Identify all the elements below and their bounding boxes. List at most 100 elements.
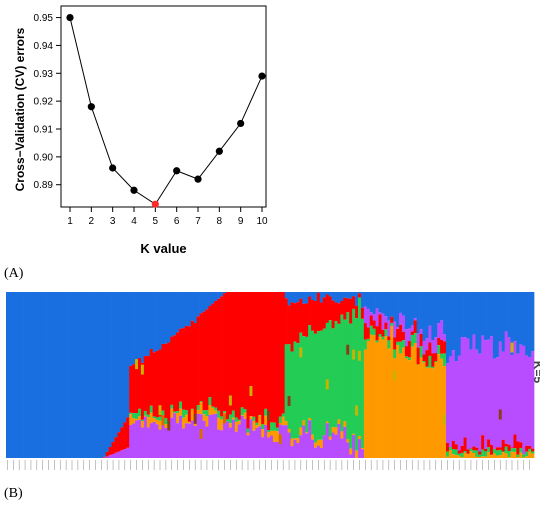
admix-bar-segment bbox=[223, 292, 227, 294]
admix-bar-segment bbox=[155, 292, 159, 351]
admix-bar-segment bbox=[434, 362, 438, 458]
admix-bar-segment bbox=[140, 292, 145, 363]
admix-bar-segment bbox=[140, 421, 145, 428]
admix-bar-segment bbox=[504, 453, 508, 458]
cv-point bbox=[258, 72, 266, 80]
admix-bar-segment bbox=[463, 337, 467, 438]
admix-bar-segment bbox=[231, 292, 236, 411]
admix-bar-segment bbox=[358, 350, 362, 361]
admix-bar-segment bbox=[264, 415, 268, 425]
x-tick-label: 10 bbox=[256, 216, 268, 227]
admix-bar-segment bbox=[378, 336, 382, 458]
admix-bar-segment bbox=[387, 348, 391, 458]
admix-bar-segment bbox=[355, 450, 359, 458]
admix-bar-segment bbox=[495, 450, 500, 456]
admix-bar-segment bbox=[179, 292, 183, 329]
admix-bar-segment bbox=[349, 298, 353, 324]
admix-bar-segment bbox=[237, 424, 242, 458]
admix-bar-segment bbox=[381, 336, 385, 340]
admix-bar-segment bbox=[173, 292, 177, 336]
admix-bar-segment bbox=[531, 453, 535, 458]
plot-frame bbox=[60, 5, 267, 208]
admix-bar-segment bbox=[275, 431, 280, 442]
admix-bar-segment bbox=[451, 350, 456, 441]
admix-bar-segment bbox=[138, 416, 142, 420]
admix-bar-segment bbox=[140, 362, 145, 420]
admix-bar-segment bbox=[211, 303, 215, 407]
admix-bar-segment bbox=[170, 336, 174, 405]
admix-bar-segment bbox=[387, 320, 391, 337]
cv-error-line bbox=[69, 17, 263, 205]
admix-bar-segment bbox=[393, 370, 397, 381]
admix-bar-segment bbox=[457, 355, 462, 451]
admix-bar-segment bbox=[531, 351, 535, 449]
admix-bar-segment bbox=[135, 413, 139, 419]
admix-bar-segment bbox=[363, 292, 368, 307]
admix-bar-segment bbox=[495, 292, 500, 358]
admix-bar-segment bbox=[111, 454, 115, 458]
admix-bar-segment bbox=[481, 435, 485, 450]
admix-bar-segment bbox=[337, 419, 341, 424]
admix-bar-segment bbox=[331, 427, 335, 433]
admix-bar-segment bbox=[387, 340, 391, 349]
admix-bar-segment bbox=[481, 456, 485, 458]
admix-bar-segment bbox=[363, 323, 368, 340]
admix-bar-segment bbox=[182, 409, 186, 418]
admix-bar-segment bbox=[255, 425, 259, 428]
admix-bar-segment bbox=[507, 444, 511, 452]
admix-bar-segment bbox=[337, 423, 341, 458]
admix-bar-segment bbox=[149, 405, 154, 413]
admix-bar-segment bbox=[443, 334, 447, 342]
admix-bar-segment bbox=[79, 292, 83, 458]
admix-bar-segment bbox=[440, 292, 444, 321]
admix-bar-segment bbox=[132, 418, 136, 424]
admix-bar-segment bbox=[184, 325, 189, 411]
admix-bar-segment bbox=[366, 292, 371, 309]
admix-bar-segment bbox=[446, 363, 450, 443]
admix-bar-segment bbox=[140, 419, 145, 422]
admix-bar-segment bbox=[478, 353, 482, 452]
admix-bar-segment bbox=[143, 292, 148, 357]
admix-bar-segment bbox=[360, 292, 365, 308]
admix-bar-segment bbox=[434, 361, 438, 363]
admix-bar-segment bbox=[334, 427, 338, 435]
admix-bar-segment bbox=[469, 349, 473, 448]
admix-bar-segment bbox=[164, 417, 168, 424]
admix-bar-segment bbox=[314, 300, 318, 334]
admix-bar-segment bbox=[428, 355, 432, 368]
admix-bar-segment bbox=[478, 454, 482, 458]
admix-bar-segment bbox=[29, 292, 33, 458]
admix-bar-segment bbox=[228, 292, 233, 415]
admix-bar-segment bbox=[167, 342, 171, 421]
admix-bar-segment bbox=[531, 292, 535, 352]
admix-bar-segment bbox=[484, 292, 488, 341]
admix-bar-segment bbox=[513, 292, 517, 342]
admix-bar-segment bbox=[319, 439, 324, 448]
admix-bar-segment bbox=[460, 445, 464, 453]
admix-bar-segment bbox=[372, 335, 376, 458]
admix-bar-segment bbox=[278, 416, 283, 423]
admix-bar-segment bbox=[413, 333, 418, 343]
admix-bar-segment bbox=[463, 437, 467, 451]
admix-bar-segment bbox=[358, 293, 362, 298]
admix-bar-segment bbox=[193, 322, 198, 421]
admix-bar-segment bbox=[513, 434, 517, 449]
admix-bar-segment bbox=[322, 297, 327, 329]
admix-bar-segment bbox=[202, 311, 206, 411]
admix-bar-segment bbox=[293, 439, 297, 458]
admix-bar-segment bbox=[44, 292, 48, 458]
admix-bar-segment bbox=[20, 292, 24, 458]
admix-bar-segment bbox=[504, 446, 508, 454]
admix-bar-segment bbox=[129, 414, 133, 425]
admix-bar-segment bbox=[302, 425, 306, 458]
admix-bar-segment bbox=[132, 413, 136, 419]
admix-bar-segment bbox=[402, 331, 406, 341]
admix-bar-segment bbox=[349, 454, 353, 458]
admix-bar-segment bbox=[214, 300, 218, 408]
admix-bar-segment bbox=[355, 318, 359, 451]
admix-bar-segment bbox=[504, 331, 508, 444]
admix-bar-segment bbox=[399, 292, 403, 313]
admix-bar-segment bbox=[126, 292, 130, 418]
admix-bar-segment bbox=[120, 292, 124, 428]
admix-bar-segment bbox=[17, 292, 22, 458]
